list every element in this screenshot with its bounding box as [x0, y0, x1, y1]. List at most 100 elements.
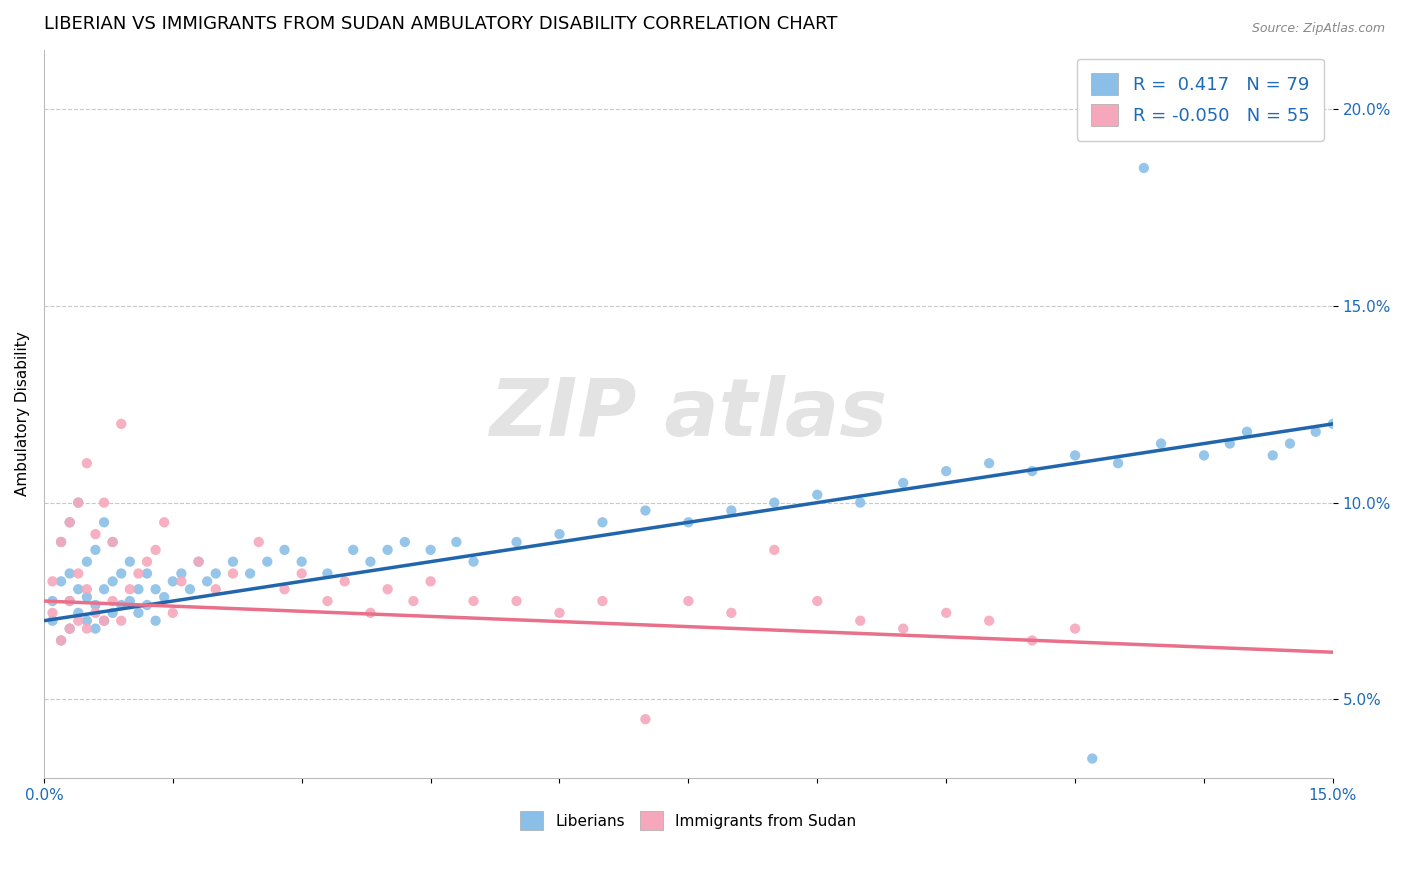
Point	[1064, 449, 1087, 463]
Point	[291, 555, 314, 569]
Point	[291, 566, 314, 581]
Point	[720, 503, 742, 517]
Point	[145, 614, 167, 628]
Point	[394, 535, 416, 549]
Point	[316, 566, 339, 581]
Point	[591, 594, 613, 608]
Point	[76, 590, 98, 604]
Point	[110, 598, 132, 612]
Point	[1021, 633, 1043, 648]
Point	[678, 516, 700, 530]
Point	[67, 606, 90, 620]
Point	[806, 594, 828, 608]
Point	[101, 606, 124, 620]
Point	[316, 594, 339, 608]
Point	[1021, 464, 1043, 478]
Point	[1278, 436, 1301, 450]
Point	[110, 614, 132, 628]
Point	[136, 598, 159, 612]
Point	[1133, 161, 1156, 175]
Point	[204, 582, 226, 597]
Point	[49, 633, 72, 648]
Legend: Liberians, Immigrants from Sudan: Liberians, Immigrants from Sudan	[515, 805, 863, 836]
Point	[634, 503, 657, 517]
Point	[67, 582, 90, 597]
Point	[67, 614, 90, 628]
Point	[763, 542, 786, 557]
Point	[505, 594, 527, 608]
Point	[505, 535, 527, 549]
Point	[93, 614, 115, 628]
Point	[239, 566, 262, 581]
Point	[720, 606, 742, 620]
Point	[93, 614, 115, 628]
Point	[84, 527, 107, 541]
Point	[127, 582, 149, 597]
Point	[136, 566, 159, 581]
Point	[1236, 425, 1258, 439]
Point	[49, 535, 72, 549]
Point	[101, 535, 124, 549]
Point	[153, 516, 176, 530]
Point	[118, 582, 141, 597]
Point	[127, 566, 149, 581]
Point	[806, 488, 828, 502]
Point	[935, 606, 957, 620]
Point	[333, 574, 356, 589]
Point	[187, 555, 209, 569]
Point	[101, 535, 124, 549]
Point	[359, 555, 381, 569]
Point	[1192, 449, 1215, 463]
Point	[463, 594, 485, 608]
Point	[1064, 622, 1087, 636]
Point	[634, 712, 657, 726]
Point	[59, 516, 82, 530]
Point	[93, 495, 115, 509]
Point	[101, 574, 124, 589]
Point	[273, 542, 295, 557]
Point	[153, 590, 176, 604]
Point	[935, 464, 957, 478]
Point	[170, 574, 193, 589]
Point	[41, 606, 63, 620]
Point	[59, 622, 82, 636]
Point	[891, 475, 914, 490]
Point	[222, 555, 245, 569]
Point	[187, 555, 209, 569]
Point	[247, 535, 270, 549]
Point	[170, 566, 193, 581]
Point	[1150, 436, 1173, 450]
Point	[93, 582, 115, 597]
Point	[76, 614, 98, 628]
Point	[84, 598, 107, 612]
Point	[377, 582, 399, 597]
Point	[49, 574, 72, 589]
Point	[67, 495, 90, 509]
Point	[979, 456, 1001, 470]
Point	[136, 555, 159, 569]
Point	[342, 542, 364, 557]
Point	[179, 582, 201, 597]
Point	[59, 594, 82, 608]
Point	[59, 622, 82, 636]
Point	[849, 614, 872, 628]
Point	[67, 566, 90, 581]
Point	[256, 555, 278, 569]
Point	[162, 606, 184, 620]
Point	[59, 594, 82, 608]
Point	[59, 516, 82, 530]
Point	[145, 582, 167, 597]
Point	[377, 542, 399, 557]
Point	[548, 527, 571, 541]
Text: LIBERIAN VS IMMIGRANTS FROM SUDAN AMBULATORY DISABILITY CORRELATION CHART: LIBERIAN VS IMMIGRANTS FROM SUDAN AMBULA…	[44, 15, 838, 33]
Point	[446, 535, 468, 549]
Y-axis label: Ambulatory Disability: Ambulatory Disability	[15, 332, 30, 497]
Point	[1219, 436, 1241, 450]
Point	[1081, 751, 1104, 765]
Point	[1261, 449, 1284, 463]
Point	[979, 614, 1001, 628]
Point	[1305, 425, 1327, 439]
Point	[110, 566, 132, 581]
Point	[118, 555, 141, 569]
Point	[849, 495, 872, 509]
